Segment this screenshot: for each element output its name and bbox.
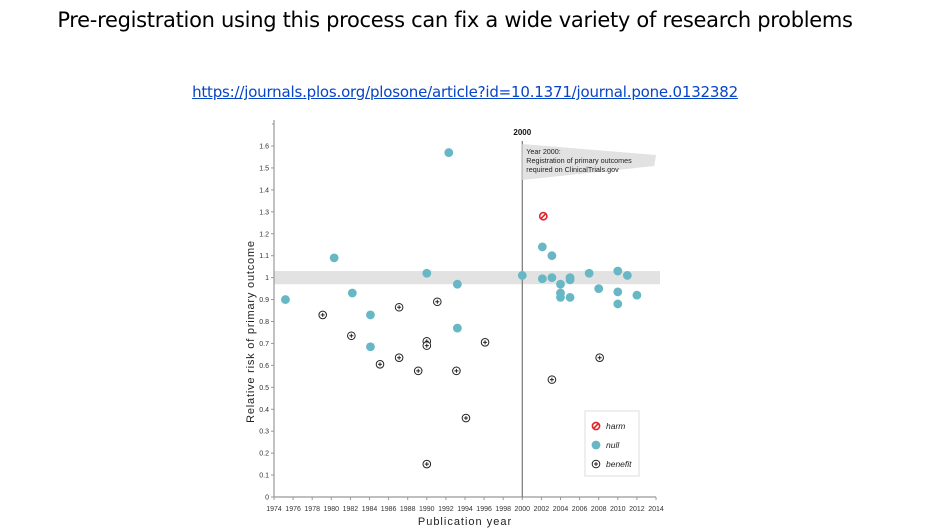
y-tick-label: 0.7 [259,341,269,348]
null-point [584,268,594,278]
null-point [517,271,527,280]
y-tick-label: 1.1 [259,253,269,260]
x-tick-label: 2006 [572,506,588,513]
x-tick-label: 1998 [495,506,511,513]
x-tick-label: 2010 [610,506,626,513]
x-tick-label: 2014 [648,506,664,513]
legend-label-harm: harm [606,421,625,431]
null-point [613,287,623,297]
y-tick-label: 1.2 [259,231,269,238]
y-tick-label: 0.3 [259,429,269,436]
null-point [537,242,547,252]
x-tick-label: 1980 [324,506,340,513]
x-tick-label: 2008 [591,506,607,513]
y-tick-label: 0.6 [259,363,269,370]
null-point [613,299,623,309]
annotation-text: Registration of primary outcomes [526,156,632,165]
y-tick-label: 0.9 [259,297,269,304]
y-tick-label: 0.8 [259,319,269,326]
null-point [444,148,454,157]
null-point [329,253,339,263]
y-tick-label: 0.4 [259,407,269,414]
x-tick-label: 1994 [457,506,473,513]
x-tick-label: 1986 [381,506,397,513]
null-point [366,310,375,320]
slide-title: Pre-registration using this process can … [57,8,853,32]
x-tick-label: 1984 [362,506,378,513]
y-tick-label: 1 [265,275,269,282]
year-2000-label: 2000 [513,128,531,137]
x-tick-label: 1988 [400,506,416,513]
x-tick-label: 1976 [285,506,301,513]
y-tick-label: 0 [265,495,269,502]
x-tick-label: 1982 [343,506,359,513]
null-point [347,288,357,298]
harm-point [538,211,548,221]
null-point [452,279,462,289]
legend-label-null: null [606,440,620,450]
legend-label-benefit: benefit [606,459,632,469]
null-point [565,275,575,285]
y-tick-label: 1.5 [259,165,269,172]
x-tick-label: 1992 [438,506,454,513]
x-tick-label: 2004 [553,506,569,513]
null-point [622,271,632,280]
null-point [594,284,604,293]
null-point [556,279,565,289]
annotation-text: Year 2000: [526,147,561,156]
x-tick-label: 2012 [629,506,645,513]
legend-null-icon [591,440,601,450]
null-point [452,323,462,333]
null-point [422,268,432,278]
null-point [565,292,575,302]
null-point [281,295,290,304]
harm-slash [540,213,547,220]
y-axis-label: Relative risk of primary outcome [245,240,257,423]
null-point [613,266,623,276]
null-point [547,251,557,261]
null-point [632,290,642,300]
x-tick-label: 2002 [534,506,550,513]
x-tick-label: 1974 [266,506,282,513]
x-tick-label: 1990 [419,506,435,513]
y-tick-label: 1.3 [259,209,269,216]
x-axis-label: Publication year [418,516,512,528]
null-point [547,273,557,283]
y-tick-label: 0.1 [259,473,269,480]
annotation-text: required on ClinicalTrials.gov [526,165,619,174]
annotation-flag [522,144,656,180]
legend-harm-icon [591,421,601,431]
y-tick-label: 0.5 [259,385,269,392]
null-band [274,271,660,285]
null-point [537,274,547,284]
harm-slash [593,423,599,429]
null-point [366,342,375,352]
x-tick-label: 1978 [304,506,320,513]
article-link[interactable]: https://journals.plos.org/plosone/articl… [192,83,738,101]
y-tick-label: 1.6 [259,144,269,151]
x-tick-label: 1996 [476,506,492,513]
y-tick-label: 0.2 [259,451,269,458]
x-tick-label: 2000 [515,506,531,513]
null-point [556,292,565,302]
y-tick-label: 1.4 [259,187,269,194]
